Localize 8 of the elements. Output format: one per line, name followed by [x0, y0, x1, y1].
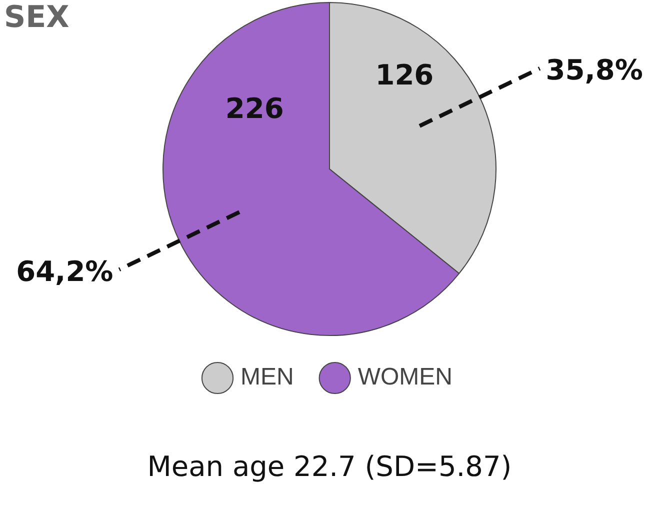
chart-title: SEX	[4, 0, 70, 35]
data-label: 226	[225, 92, 284, 126]
legend-label: WOMEN	[358, 364, 452, 391]
text: 35,8%	[546, 54, 643, 87]
data-label: 126	[375, 58, 434, 92]
text: 64,2%	[16, 254, 114, 288]
text: Mean age 22.7 (SD=5.87)	[146, 450, 513, 483]
legend-label: MEN	[240, 364, 294, 391]
